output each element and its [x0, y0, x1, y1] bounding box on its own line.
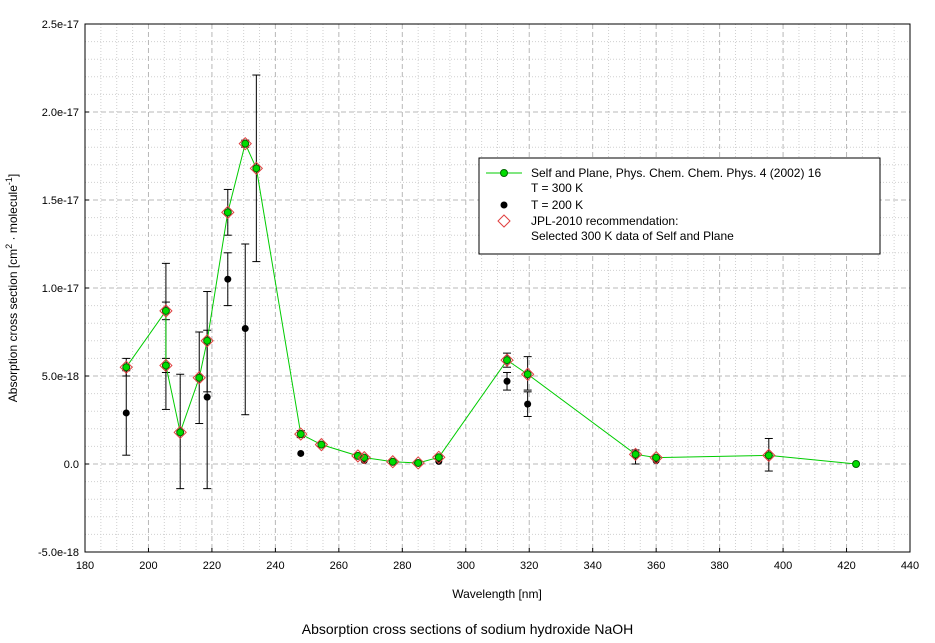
point-jpl	[294, 427, 308, 441]
x-tick-label: 280	[393, 560, 411, 572]
point-200k	[297, 449, 305, 457]
point-jpl	[628, 447, 643, 462]
x-tick-label: 180	[76, 560, 94, 572]
chart: 180 200 220 240 260 280 300 320 340 360 380 400 420 4…	[4, 19, 919, 601]
point-200k	[503, 377, 511, 385]
point-jpl	[249, 161, 264, 176]
x-tick-label: 220	[203, 560, 221, 572]
y-tick-label: 1.0e-17	[42, 283, 79, 295]
point-300k	[241, 139, 250, 148]
x-tick-label: 300	[457, 560, 475, 572]
y-axis-title-main: Absorption cross section [cm	[6, 249, 20, 402]
series-300k-line	[125, 142, 857, 465]
point-jpl	[221, 205, 235, 220]
point-300k	[296, 430, 305, 439]
point-300k	[176, 428, 185, 437]
legend-green-marker	[500, 169, 508, 177]
grid	[85, 24, 910, 552]
legend-series-3-sublabel: Selected 300 K data of Self and Plane	[531, 229, 734, 243]
legend-box	[478, 157, 881, 255]
legend: Self and Plane, Phys. Chem. Chem. Phys. …	[478, 157, 881, 255]
y-axis-title: Absorption cross section [cm2 · molecule…	[4, 174, 20, 402]
point-jpl	[386, 455, 400, 469]
legend-diamond-marker	[497, 214, 511, 228]
legend-series-3-label: JPL-2010 recommendation:	[531, 214, 678, 228]
x-tick-labels: 180 200 220 240 260 280 300 320 340 360 380 400 420 4…	[76, 560, 919, 572]
point-200k	[122, 409, 130, 417]
legend-series-2-label: T = 200 K	[531, 198, 583, 212]
x-tick-label: 360	[647, 560, 665, 572]
point-300k	[523, 370, 532, 379]
point-200k	[203, 393, 211, 401]
point-300k	[195, 373, 204, 382]
x-tick-label: 440	[901, 560, 919, 572]
point-jpl	[238, 136, 252, 151]
point-jpl	[432, 450, 446, 465]
figure-caption: Absorption cross sections of sodium hydr…	[301, 621, 634, 637]
point-300k	[122, 363, 131, 372]
x-tick-label: 200	[139, 560, 157, 572]
point-jpl	[520, 367, 535, 381]
point-300k	[434, 453, 443, 462]
point-300k	[631, 450, 640, 459]
x-tick-label: 240	[266, 560, 284, 572]
plot-frame	[84, 23, 911, 553]
y-tick-label: 1.5e-17	[42, 195, 79, 207]
point-200k	[241, 324, 249, 332]
y-axis-title-end: ]	[6, 174, 20, 177]
point-jpl	[159, 358, 173, 373]
x-tick-label: 420	[837, 560, 855, 572]
point-300k	[652, 453, 661, 462]
point-300k	[223, 208, 232, 217]
markers-layer	[119, 136, 861, 470]
point-300k	[414, 458, 423, 467]
x-tick-label: 380	[710, 560, 728, 572]
point-jpl	[762, 448, 776, 463]
legend-black-marker	[500, 201, 508, 209]
legend-series-1-label: Self and Plane, Phys. Chem. Chem. Phys. …	[531, 166, 821, 180]
y-tick-labels: -5.0e-18 0.0 5.0e-18 1.0e-17 1.5e-17 2.0e-17 2…	[38, 19, 79, 559]
point-300k	[764, 451, 773, 460]
point-jpl	[411, 456, 425, 470]
point-jpl	[192, 371, 206, 385]
y-tick-label: 5.0e-18	[42, 371, 79, 383]
legend-series-1-sublabel: T = 300 K	[531, 181, 583, 195]
x-tick-label: 260	[330, 560, 348, 572]
x-tick-label: 340	[584, 560, 602, 572]
point-300k	[252, 164, 261, 173]
y-tick-label: 2.0e-17	[42, 107, 79, 119]
point-jpl	[500, 353, 514, 367]
point-300k	[360, 453, 369, 462]
y-axis-title-mid: · molecule	[6, 185, 20, 244]
x-tick-label: 320	[520, 560, 538, 572]
point-300k	[503, 356, 512, 365]
point-300k	[388, 457, 397, 466]
point-jpl	[173, 425, 187, 440]
point-300k	[161, 361, 170, 370]
point-jpl	[159, 304, 173, 318]
point-jpl	[357, 450, 371, 465]
point-300k	[203, 336, 212, 345]
point-300k	[852, 460, 861, 468]
point-300k	[161, 306, 170, 315]
y-axis-title-sup1: 2	[4, 244, 14, 249]
point-jpl	[649, 450, 663, 465]
point-200k	[224, 275, 232, 283]
point-300k	[317, 440, 326, 449]
point-200k	[524, 400, 532, 408]
series-line-layer	[125, 142, 857, 465]
point-jpl	[200, 334, 214, 348]
y-tick-label: 0.0	[64, 459, 79, 471]
point-jpl	[119, 360, 133, 374]
y-tick-label: -5.0e-18	[38, 547, 79, 559]
x-axis-title: Wavelength [nm]	[452, 587, 542, 601]
y-tick-label: 2.5e-17	[42, 19, 79, 31]
x-tick-label: 400	[774, 560, 792, 572]
point-jpl	[314, 437, 329, 452]
y-axis-title-sup2: -1	[4, 177, 14, 185]
